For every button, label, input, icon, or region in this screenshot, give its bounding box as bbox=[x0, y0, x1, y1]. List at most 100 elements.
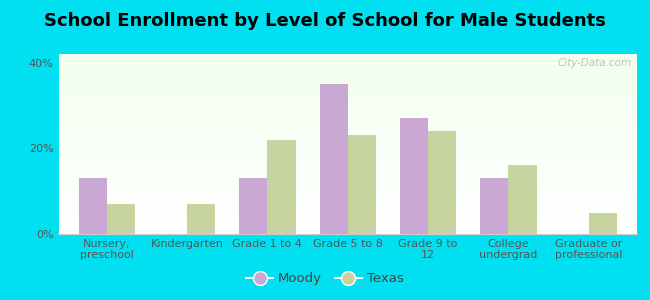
Bar bbox=[58, 216, 637, 218]
Bar bbox=[58, 180, 637, 182]
Bar bbox=[58, 182, 637, 184]
Bar bbox=[58, 113, 637, 115]
Bar bbox=[58, 193, 637, 194]
Bar bbox=[58, 59, 637, 61]
Bar bbox=[58, 92, 637, 94]
Bar bbox=[58, 225, 637, 227]
Bar bbox=[58, 175, 637, 176]
Bar bbox=[58, 81, 637, 83]
Bar bbox=[58, 99, 637, 101]
Bar bbox=[58, 202, 637, 203]
Legend: Moody, Texas: Moody, Texas bbox=[241, 267, 409, 290]
Bar bbox=[58, 229, 637, 230]
Bar bbox=[58, 149, 637, 151]
Bar bbox=[58, 171, 637, 173]
Bar bbox=[58, 194, 637, 196]
Bar bbox=[58, 74, 637, 76]
Bar bbox=[267, 140, 296, 234]
Bar bbox=[58, 184, 637, 185]
Bar bbox=[58, 54, 637, 56]
Bar bbox=[58, 185, 637, 187]
Bar bbox=[58, 133, 637, 135]
Bar bbox=[58, 160, 637, 162]
Bar bbox=[58, 173, 637, 175]
Bar bbox=[58, 198, 637, 200]
Bar bbox=[58, 61, 637, 63]
Bar bbox=[58, 94, 637, 95]
Bar bbox=[58, 146, 637, 148]
Text: School Enrollment by Level of School for Male Students: School Enrollment by Level of School for… bbox=[44, 12, 606, 30]
Bar bbox=[58, 191, 637, 193]
Bar bbox=[58, 209, 637, 211]
Bar bbox=[58, 137, 637, 139]
Bar bbox=[58, 124, 637, 126]
Bar bbox=[58, 164, 637, 166]
Bar bbox=[58, 122, 637, 124]
Bar bbox=[58, 110, 637, 112]
Bar bbox=[58, 166, 637, 167]
Bar bbox=[58, 88, 637, 90]
Bar bbox=[58, 189, 637, 191]
Bar bbox=[58, 203, 637, 205]
Bar bbox=[58, 221, 637, 223]
Bar bbox=[58, 65, 637, 67]
Bar bbox=[58, 232, 637, 234]
Bar bbox=[58, 76, 637, 77]
Bar bbox=[58, 58, 637, 59]
Bar bbox=[58, 101, 637, 103]
Bar bbox=[58, 70, 637, 72]
Bar bbox=[58, 176, 637, 178]
Bar bbox=[58, 112, 637, 113]
Bar bbox=[58, 196, 637, 198]
Bar bbox=[58, 212, 637, 214]
Bar bbox=[58, 220, 637, 221]
Bar bbox=[58, 205, 637, 207]
Bar bbox=[589, 213, 617, 234]
Bar bbox=[58, 167, 637, 169]
Bar bbox=[58, 153, 637, 155]
Bar bbox=[239, 178, 267, 234]
Bar bbox=[58, 90, 637, 92]
Bar bbox=[58, 140, 637, 142]
Bar bbox=[58, 155, 637, 157]
Bar bbox=[58, 106, 637, 108]
Bar bbox=[58, 108, 637, 110]
Bar bbox=[58, 56, 637, 58]
Bar bbox=[58, 115, 637, 117]
Bar bbox=[58, 130, 637, 131]
Bar bbox=[58, 187, 637, 189]
Bar bbox=[58, 178, 637, 180]
Bar bbox=[58, 63, 637, 65]
Bar bbox=[58, 218, 637, 220]
Bar bbox=[480, 178, 508, 234]
Bar bbox=[428, 131, 456, 234]
Bar bbox=[58, 68, 637, 70]
Bar bbox=[58, 85, 637, 86]
Bar bbox=[58, 67, 637, 68]
Bar bbox=[58, 95, 637, 97]
Text: City-Data.com: City-Data.com bbox=[557, 58, 631, 68]
Bar bbox=[58, 104, 637, 106]
Bar bbox=[58, 158, 637, 160]
Bar bbox=[400, 118, 428, 234]
Bar bbox=[58, 200, 637, 202]
Bar bbox=[58, 151, 637, 153]
Bar bbox=[58, 128, 637, 130]
Bar bbox=[187, 204, 215, 234]
Bar bbox=[107, 204, 135, 234]
Bar bbox=[508, 165, 536, 234]
Bar bbox=[320, 84, 348, 234]
Bar bbox=[58, 126, 637, 128]
Bar bbox=[58, 139, 637, 140]
Bar bbox=[58, 121, 637, 122]
Bar bbox=[58, 211, 637, 212]
Bar bbox=[58, 97, 637, 99]
Bar bbox=[58, 103, 637, 104]
Bar bbox=[79, 178, 107, 234]
Bar bbox=[58, 117, 637, 119]
Bar bbox=[58, 72, 637, 74]
Bar bbox=[58, 230, 637, 232]
Bar bbox=[58, 144, 637, 146]
Bar bbox=[58, 131, 637, 133]
Bar bbox=[58, 79, 637, 81]
